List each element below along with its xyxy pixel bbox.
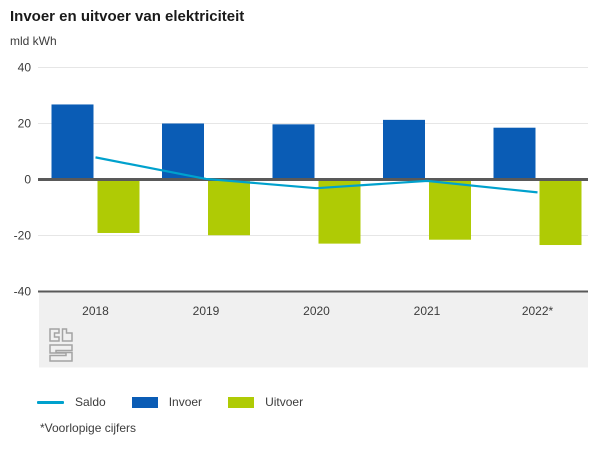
bar-invoer-2018 xyxy=(51,104,94,180)
saldo-line-swatch xyxy=(37,400,64,404)
y-tick-label--40: -40 xyxy=(14,285,32,299)
bar-uitvoer-2018 xyxy=(97,179,140,233)
bar-invoer-2022* xyxy=(493,127,536,180)
bar-uitvoer-2022* xyxy=(539,179,582,246)
legend-label-invoer: Invoer xyxy=(168,395,203,409)
x-tick-label-2020: 2020 xyxy=(303,304,330,318)
x-tick-label-2018: 2018 xyxy=(82,304,109,318)
x-axis-band xyxy=(39,292,588,368)
y-tick-label--20: -20 xyxy=(14,229,32,243)
legend-label-saldo: Saldo xyxy=(75,395,106,409)
bar-invoer-2021 xyxy=(383,119,425,180)
legend-item-invoer: Invoer xyxy=(131,395,203,409)
saldo-line xyxy=(95,156,538,194)
legend-label-uitvoer: Uitvoer xyxy=(265,395,304,409)
uitvoer-bar-swatch xyxy=(228,396,255,408)
chart-plot-area: 40 20 0 -20 -40 2018 2019 2020 2021 2022* xyxy=(14,61,588,368)
x-tick-label-2022*: 2022* xyxy=(522,304,554,318)
bar-invoer-2020 xyxy=(272,124,315,180)
legend: Saldo Invoer Uitvoer xyxy=(37,394,303,410)
x-tick-label-2019: 2019 xyxy=(193,304,220,318)
y-tick-label-40: 40 xyxy=(18,61,32,75)
page-title: Invoer en uitvoer van elektriciteit xyxy=(10,8,245,25)
legend-item-uitvoer: Uitvoer xyxy=(228,395,303,409)
invoer-bar-swatch xyxy=(131,396,158,408)
cbs-logo-icon xyxy=(49,328,73,362)
y-axis-unit-label: mld kWh xyxy=(10,34,57,48)
x-tick-label-2021: 2021 xyxy=(414,304,441,318)
bar-uitvoer-2019 xyxy=(208,179,250,236)
bar-invoer-2019 xyxy=(162,123,204,180)
legend-item-saldo: Saldo xyxy=(37,395,106,409)
bar-uitvoer-2021 xyxy=(429,179,471,240)
bar-uitvoer-2020 xyxy=(318,179,361,244)
footnote: *Voorlopige cijfers xyxy=(40,421,137,435)
y-tick-label-20: 20 xyxy=(18,117,32,131)
y-tick-label-0: 0 xyxy=(24,173,31,187)
